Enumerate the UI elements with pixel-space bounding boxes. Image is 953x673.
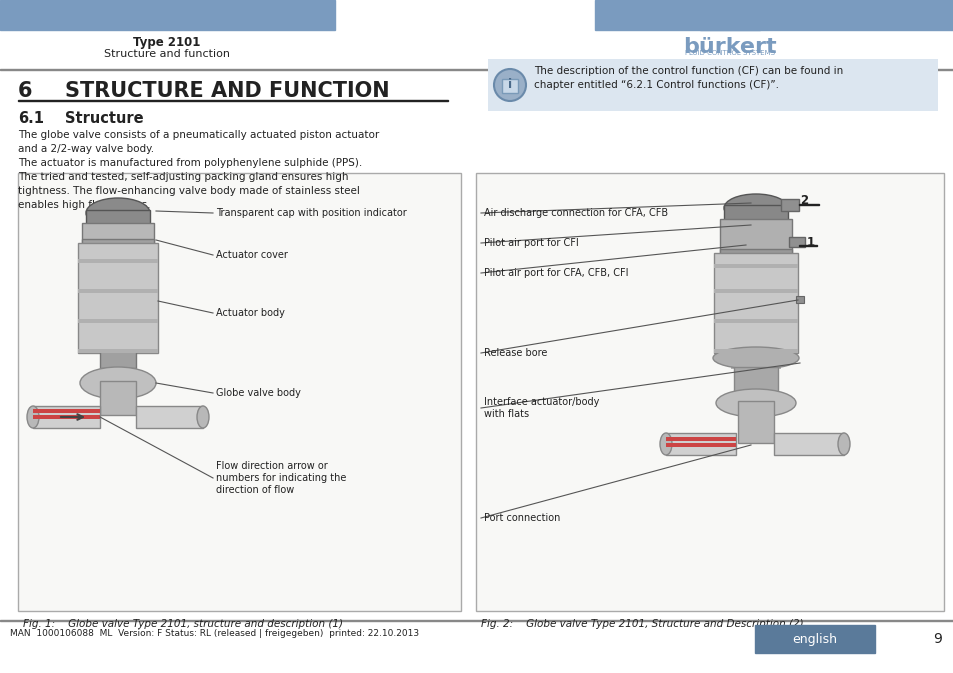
Ellipse shape <box>723 194 787 222</box>
Bar <box>724 22 734 27</box>
Ellipse shape <box>80 367 156 399</box>
Bar <box>709 22 720 27</box>
Bar <box>82 223 153 243</box>
Text: The actuator is manufactured from polyphenylene sulphide (PPS).
The tried and te: The actuator is manufactured from polyph… <box>18 158 362 210</box>
Ellipse shape <box>86 198 150 228</box>
Bar <box>100 350 136 368</box>
Circle shape <box>494 69 525 101</box>
Bar <box>100 381 136 415</box>
Bar <box>738 401 773 443</box>
Text: Flow direction arrow or
numbers for indicating the
direction of flow: Flow direction arrow or numbers for indi… <box>215 460 346 495</box>
Text: Fig. 1:    Globe valve Type 2101, structure and description (1): Fig. 1: Globe valve Type 2101, structure… <box>23 619 343 629</box>
Bar <box>78 349 158 353</box>
Text: 6.1: 6.1 <box>18 111 44 126</box>
Bar <box>781 199 799 211</box>
Bar <box>730 355 781 369</box>
Bar <box>78 289 158 293</box>
Bar <box>86 210 150 228</box>
Text: Pilot air port for CFA, CFB, CFI: Pilot air port for CFA, CFB, CFI <box>483 268 628 278</box>
Bar <box>788 237 804 247</box>
Text: Release bore: Release bore <box>483 348 547 358</box>
Bar <box>18 173 460 611</box>
Bar <box>0 620 953 621</box>
Bar <box>733 367 778 395</box>
Bar <box>799 244 816 246</box>
Bar <box>136 406 203 428</box>
Text: Fig. 2:    Globe valve Type 2101, Structure and Description (2): Fig. 2: Globe valve Type 2101, Structure… <box>480 619 802 629</box>
Ellipse shape <box>716 389 795 417</box>
Bar <box>78 319 158 323</box>
Bar <box>754 625 874 653</box>
Ellipse shape <box>837 433 849 455</box>
Bar <box>488 59 937 111</box>
Text: MAN  1000106088  ML  Version: F Status: RL (released | freigegeben)  printed: 22: MAN 1000106088 ML Version: F Status: RL … <box>10 629 418 637</box>
Text: FLUID CONTROL SYSTEMS: FLUID CONTROL SYSTEMS <box>684 50 774 56</box>
Bar <box>0 69 953 70</box>
Bar <box>665 443 735 447</box>
Ellipse shape <box>196 406 209 428</box>
Ellipse shape <box>27 406 39 428</box>
Ellipse shape <box>659 433 671 455</box>
Bar <box>720 249 791 257</box>
Bar <box>720 219 791 253</box>
Text: 9: 9 <box>933 632 942 646</box>
Text: 1: 1 <box>806 236 814 248</box>
Text: 6: 6 <box>18 81 32 101</box>
Text: Transparent cap with position indicator: Transparent cap with position indicator <box>215 208 406 218</box>
Bar <box>713 319 797 323</box>
Bar <box>740 22 749 27</box>
Text: Globe valve body: Globe valve body <box>215 388 300 398</box>
Text: Actuator cover: Actuator cover <box>215 250 288 260</box>
Bar <box>723 205 787 223</box>
Bar <box>799 203 818 205</box>
Bar <box>33 409 100 413</box>
Text: Structure: Structure <box>65 111 144 126</box>
Text: bürkert: bürkert <box>682 37 776 57</box>
Bar <box>665 433 735 455</box>
Bar <box>713 264 797 268</box>
Bar <box>33 415 100 419</box>
Text: i: i <box>507 77 512 90</box>
Bar <box>501 79 517 93</box>
Bar <box>476 173 943 611</box>
Bar <box>773 433 843 455</box>
Bar <box>33 406 100 428</box>
Bar <box>700 28 760 30</box>
Bar <box>82 239 153 247</box>
Bar <box>595 0 953 30</box>
Bar <box>713 349 797 353</box>
Bar <box>713 253 797 353</box>
Text: The globe valve consists of a pneumatically actuated piston actuator
and a 2/2-w: The globe valve consists of a pneumatica… <box>18 130 379 154</box>
Bar <box>18 100 448 101</box>
Ellipse shape <box>712 347 799 369</box>
Text: Interface actuator/body
with flats: Interface actuator/body with flats <box>483 397 598 419</box>
Text: 2: 2 <box>800 194 807 207</box>
Bar <box>78 243 158 353</box>
Bar <box>795 296 803 303</box>
Bar <box>0 621 953 673</box>
Text: Port connection: Port connection <box>483 513 559 523</box>
Text: STRUCTURE AND FUNCTION: STRUCTURE AND FUNCTION <box>65 81 389 101</box>
Text: Type 2101: Type 2101 <box>133 36 200 49</box>
Text: english: english <box>792 633 837 645</box>
Bar <box>713 289 797 293</box>
Bar <box>0 0 335 30</box>
Text: Pilot air port for CFI: Pilot air port for CFI <box>483 238 578 248</box>
Text: Structure and function: Structure and function <box>104 49 230 59</box>
Text: The description of the control function (CF) can be found in
chapter entitled “6: The description of the control function … <box>534 66 842 90</box>
Bar <box>78 259 158 263</box>
Text: Actuator body: Actuator body <box>215 308 285 318</box>
Bar <box>665 437 735 441</box>
Text: Air discharge connection for CFA, CFB: Air discharge connection for CFA, CFB <box>483 208 667 218</box>
